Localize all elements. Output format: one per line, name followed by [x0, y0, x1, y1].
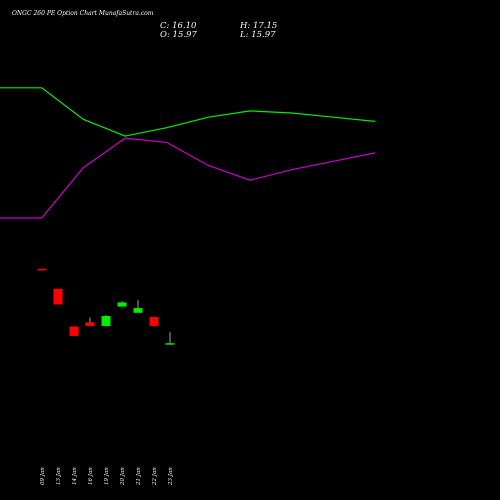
x-tick-label: 14 Jan: [72, 467, 78, 485]
candle-body: [37, 268, 47, 271]
candle-body: [53, 288, 63, 305]
candle-body: [69, 326, 79, 336]
high-value: H: 17.15: [240, 21, 278, 31]
candle-body: [117, 302, 127, 307]
x-tick-label: 16 Jan: [88, 467, 94, 485]
candle-body: [165, 343, 175, 345]
indicator-line-2: [0, 137, 376, 219]
candle-16-jan: [85, 317, 95, 326]
open-value: O: 15.97: [160, 30, 197, 40]
x-tick-label: 20 Jan: [120, 467, 126, 486]
indicator-line-1: [0, 87, 376, 137]
x-tick-label: 23 Jan: [168, 467, 174, 486]
candle-23-jan: [165, 332, 175, 345]
candle-body: [149, 317, 159, 326]
candle-body: [85, 322, 95, 326]
candle-13-jan: [53, 288, 63, 305]
low-value: L: 15.97: [240, 30, 276, 40]
x-tick-label: 22 Jan: [152, 467, 158, 486]
x-tick-label: 21 Jan: [136, 467, 142, 486]
candle-body: [133, 308, 143, 313]
close-value: C: 16.10: [160, 21, 197, 31]
candle-21-jan: [133, 300, 143, 313]
candle-22-jan: [149, 317, 159, 327]
x-tick-label: 19 Jan: [104, 467, 110, 485]
candlesticks: [37, 268, 175, 345]
x-axis-labels: 09 Jan 13 Jan 14 Jan 16 Jan 19 Jan 20 Jan 21 J…: [40, 467, 174, 486]
chart-title: ONGC 260 PE Option Chart MunafaSutra.com: [12, 10, 154, 17]
indicator-lines: [0, 87, 376, 219]
candle-20-jan: [117, 301, 127, 307]
x-tick-label: 09 Jan: [40, 467, 46, 485]
candle-19-jan: [101, 315, 111, 326]
x-tick-label: 13 Jan: [56, 467, 62, 485]
candle-14-jan: [69, 326, 79, 336]
candle-09-jan: [37, 268, 47, 271]
candle-body: [101, 316, 111, 326]
